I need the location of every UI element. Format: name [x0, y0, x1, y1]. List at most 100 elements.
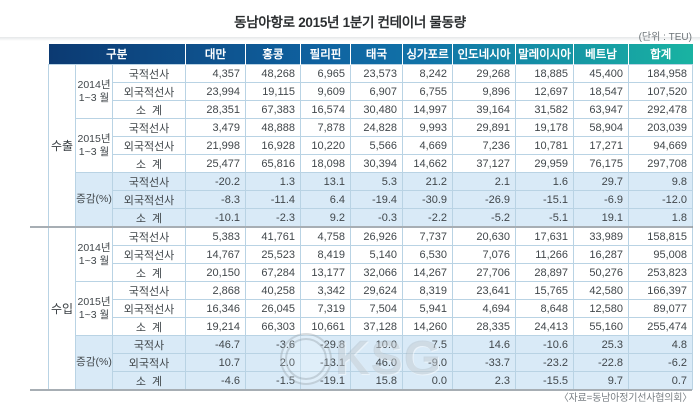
value-cell: 6,907: [350, 82, 404, 101]
value-cell: -3.6: [245, 335, 302, 354]
value-cell: 7,878: [300, 118, 352, 137]
value-cell: -29.8: [300, 335, 352, 354]
table-row: 소 계 19,214 66,303 10,661 37,128 14,260 28,335 2…: [49, 317, 694, 336]
period-label: 증감(%): [75, 335, 113, 390]
value-cell: 3,479: [185, 118, 247, 137]
table-row: 수출 2014년 1~3 월 국적선사 4,357 48,268 6,965 23,573 8…: [48, 64, 694, 228]
row-label: 국적사: [111, 335, 187, 354]
value-cell: 4.8: [628, 335, 694, 354]
value-cell: 31,582: [515, 100, 575, 119]
table-row: 외국적선사 -8.3 -11.4 6.4 -19.4 -30.9 -26.9 -15.1 -6.…: [49, 190, 694, 209]
value-cell: 14,767: [185, 245, 247, 264]
value-cell: -4.6: [185, 371, 247, 390]
value-cell: 41,761: [245, 226, 302, 246]
column-header-3: 태국: [350, 44, 403, 65]
row-label: 소 계: [111, 371, 187, 390]
value-cell: -23.2: [515, 353, 575, 372]
column-header-1: 홍콩: [245, 44, 301, 65]
value-cell: 2.3: [452, 371, 517, 390]
value-cell: 20,150: [185, 263, 247, 282]
value-cell: 9.2: [300, 208, 352, 228]
value-cell: 24,413: [515, 317, 575, 336]
value-cell: 10,781: [515, 136, 575, 155]
value-cell: 30,480: [350, 100, 404, 119]
section-label: 수출: [48, 64, 76, 228]
value-cell: -33.7: [452, 353, 517, 372]
header-row: 구분 대만 홍콩 필리핀 태국 싱가포르 인도네시아 말레이시아 베트남 합계: [48, 44, 693, 65]
value-cell: 18,547: [573, 82, 630, 101]
column-header-5: 인도네시아: [452, 44, 516, 65]
value-cell: -15.1: [515, 190, 575, 209]
table-row: 소 계 25,477 65,816 18,098 30,394 14,662 37,127 2…: [49, 154, 694, 173]
value-cell: 16,346: [185, 299, 247, 318]
value-cell: 63,947: [573, 100, 630, 119]
table-row: 외국적선사 23,994 19,115 9,609 6,907 6,755 9,896 12,…: [49, 82, 694, 101]
value-cell: 50,276: [573, 263, 630, 282]
value-cell: 4,694: [452, 299, 517, 318]
table-row: 외국적선사 14,767 25,523 8,419 5,140 6,530 7,076 11,…: [49, 245, 694, 264]
value-cell: 5,383: [185, 226, 247, 246]
column-header-8: 합계: [628, 44, 693, 65]
value-cell: 18,885: [515, 64, 575, 83]
value-cell: 37,127: [452, 154, 517, 173]
value-cell: -19.1: [300, 371, 352, 390]
value-cell: 32,066: [350, 263, 404, 282]
row-label: 외국적선사: [111, 190, 187, 209]
period-label: 2014년 1~3 월: [75, 64, 113, 119]
row-label: 국적선사: [111, 281, 187, 300]
value-cell: 29,891: [452, 118, 517, 137]
value-cell: 14,997: [402, 100, 454, 119]
value-cell: -46.7: [185, 335, 247, 354]
value-cell: 1.3: [245, 172, 302, 191]
value-cell: -19.4: [350, 190, 404, 209]
page-title: 동남아항로 2015년 1분기 컨테이너 물동량: [234, 15, 466, 30]
value-cell: 1.6: [515, 172, 575, 191]
row-label: 국적선사: [111, 118, 187, 137]
value-cell: 7.5: [402, 335, 454, 354]
value-cell: 23,573: [350, 64, 404, 83]
value-cell: 9,609: [300, 82, 352, 101]
value-cell: 4,669: [402, 136, 454, 155]
row-label: 국적선사: [111, 64, 187, 83]
value-cell: 9,993: [402, 118, 454, 137]
value-cell: 33,989: [573, 226, 630, 246]
value-cell: 14,267: [402, 263, 454, 282]
value-cell: 7,236: [452, 136, 517, 155]
value-cell: -5.2: [452, 208, 517, 228]
value-cell: 19,178: [515, 118, 575, 137]
value-cell: 4,357: [185, 64, 247, 83]
table-row: 증감(%) 국적선사 -20.2 1.3 13.1 5.3 21.2 2.1 1.6 29.7 9.…: [49, 172, 694, 228]
value-cell: 255,474: [628, 317, 694, 336]
row-label: 소 계: [111, 208, 187, 228]
value-cell: 39,164: [452, 100, 517, 119]
row-label: 외국적선사: [111, 245, 187, 264]
value-cell: 166,397: [628, 281, 694, 300]
value-cell: -22.8: [573, 353, 630, 372]
value-cell: 42,580: [573, 281, 630, 300]
value-cell: 8,648: [515, 299, 575, 318]
value-cell: 19,214: [185, 317, 247, 336]
container-volume-table: 구분 대만 홍콩 필리핀 태국 싱가포르 인도네시아 말레이시아 베트남 합계 수출 2014년 1…: [48, 44, 694, 390]
value-cell: 107,520: [628, 82, 694, 101]
value-cell: 16,574: [300, 100, 352, 119]
value-cell: 29.7: [573, 172, 630, 191]
value-cell: 253,823: [628, 263, 694, 282]
value-cell: 15,765: [515, 281, 575, 300]
section-label: 수입: [48, 226, 76, 390]
value-cell: -15.5: [515, 371, 575, 390]
value-cell: 89,077: [628, 299, 694, 318]
value-cell: 25,477: [185, 154, 247, 173]
value-cell: 55,160: [573, 317, 630, 336]
value-cell: 9.8: [628, 172, 694, 191]
value-cell: -6.9: [573, 190, 630, 209]
value-cell: 46.0: [350, 353, 404, 372]
row-label: 국적선사: [111, 172, 187, 191]
value-cell: -2.3: [245, 208, 302, 228]
value-cell: 15.8: [350, 371, 404, 390]
value-cell: 17,271: [573, 136, 630, 155]
value-cell: 29,624: [350, 281, 404, 300]
value-cell: -11.4: [245, 190, 302, 209]
value-cell: 0.7: [628, 371, 694, 390]
value-cell: -10.6: [515, 335, 575, 354]
column-header-4: 싱가포르: [402, 44, 453, 65]
